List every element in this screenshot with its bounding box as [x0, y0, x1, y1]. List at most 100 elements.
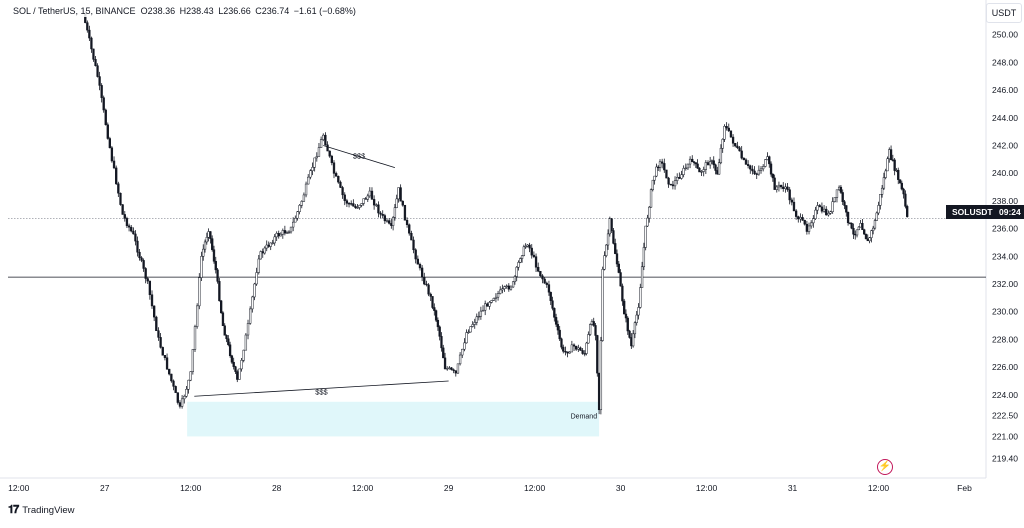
candle-body	[771, 173, 774, 179]
candle-body	[626, 317, 629, 332]
candle-body	[590, 321, 594, 325]
y-tick-label: 234.00	[992, 251, 1018, 261]
candle-body	[686, 163, 690, 169]
candle-body	[144, 268, 147, 279]
candle-body	[831, 201, 834, 212]
candle-body	[423, 277, 426, 285]
candle-body	[709, 161, 712, 166]
candle-body	[773, 177, 776, 190]
candle-body	[265, 244, 268, 249]
high-label: H	[179, 6, 187, 16]
candle-body	[496, 293, 500, 298]
candle-body	[649, 189, 653, 208]
price-tag-symbol: SOLUSDT	[952, 207, 993, 217]
x-tick-label: 28	[272, 483, 282, 493]
candle-body	[104, 109, 107, 125]
candle-body	[322, 134, 325, 140]
candle-body	[90, 37, 93, 50]
candle-body	[100, 85, 103, 98]
price-tag-countdown: 09:24	[999, 207, 1021, 217]
liquidity-label: $$$	[315, 388, 328, 397]
candle-body	[541, 275, 544, 280]
candle-body	[202, 248, 205, 257]
candle-body	[688, 158, 692, 165]
candle-body	[587, 334, 590, 344]
candle-body	[379, 212, 382, 215]
candle-body	[138, 251, 141, 259]
candle-body	[631, 333, 635, 347]
liquidity-trendline	[194, 380, 449, 397]
candle-body	[524, 246, 527, 248]
candle-body	[509, 286, 513, 290]
candle-body	[684, 167, 687, 169]
candle-body	[884, 170, 887, 178]
candle-body	[499, 289, 502, 294]
candle-body	[377, 204, 380, 214]
brand[interactable]: 𝟏𝟕 TradingView	[8, 504, 75, 517]
candle-body	[882, 177, 886, 189]
candle-body	[257, 258, 260, 273]
candle-body	[481, 309, 485, 312]
candle-body	[187, 379, 190, 390]
x-tick-label: 12:00	[352, 483, 374, 493]
candle-body	[330, 155, 334, 164]
candle-body	[859, 223, 862, 228]
candle-body	[155, 316, 158, 331]
candle-body	[391, 217, 395, 226]
candle-body	[608, 218, 611, 235]
candle-body	[897, 169, 900, 180]
liquidity-trendline	[323, 145, 396, 169]
currency-button[interactable]: USDT	[986, 3, 1022, 23]
candle-body	[633, 322, 637, 335]
candle-body	[870, 230, 873, 239]
candle-body	[729, 130, 733, 138]
candle-body	[370, 190, 374, 200]
candle-body	[515, 266, 518, 277]
candle-body	[879, 194, 882, 206]
candle-body	[281, 230, 284, 235]
candle-body	[176, 392, 179, 403]
candle-body	[846, 212, 850, 224]
candle-body	[854, 233, 857, 236]
candle-body	[106, 124, 109, 139]
flash-icon[interactable]: ⚡	[877, 459, 893, 475]
candle-body	[130, 226, 133, 232]
candle-body	[283, 230, 287, 234]
low-value: 236.66	[223, 6, 251, 16]
candle-body	[642, 247, 646, 268]
candle-body	[121, 204, 124, 215]
candle-body	[345, 200, 349, 204]
candle-body	[450, 367, 453, 371]
candle-body	[261, 251, 264, 254]
candle-body	[839, 186, 843, 193]
candle-body	[779, 184, 783, 188]
candle-body	[562, 346, 565, 352]
candle-body	[412, 239, 415, 251]
candle-body	[242, 349, 245, 361]
candle-body	[742, 157, 745, 161]
candle-body	[196, 305, 199, 327]
y-tick-label: 226.00	[992, 362, 1018, 372]
candle-body	[794, 210, 798, 217]
candle-body	[125, 218, 129, 227]
candle-body	[669, 183, 672, 186]
candle-body	[488, 302, 491, 307]
candle-body	[157, 330, 160, 338]
candle-body	[526, 244, 529, 247]
candle-body	[845, 205, 848, 213]
y-tick-label: 236.00	[992, 224, 1018, 234]
candle-body	[507, 285, 510, 290]
candle-body	[477, 315, 480, 318]
low-label: L	[218, 6, 224, 16]
candle-body	[534, 256, 538, 268]
candle-body	[676, 177, 679, 181]
candle-body	[702, 169, 705, 172]
candle-body	[784, 186, 787, 189]
candle-body	[490, 300, 493, 303]
candle-body	[766, 156, 769, 160]
candle-body	[810, 222, 813, 227]
candle-body	[191, 349, 195, 372]
candle-body	[446, 368, 449, 370]
